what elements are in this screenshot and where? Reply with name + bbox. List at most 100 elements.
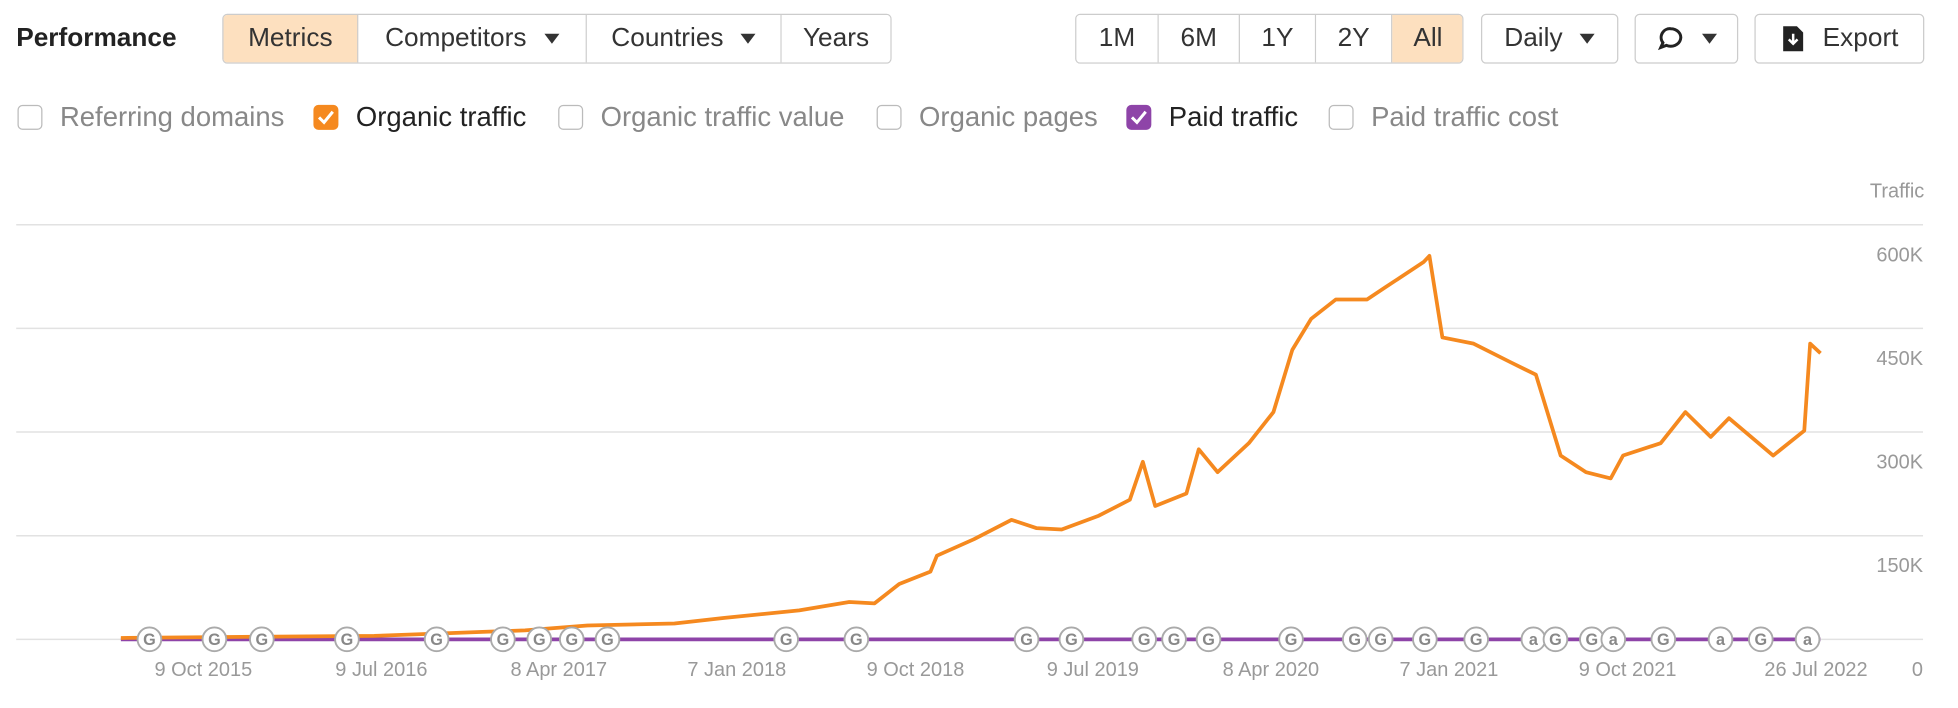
marker-circle	[1058, 626, 1085, 653]
annotation-marker[interactable]: G	[1131, 626, 1157, 653]
range-button[interactable]: 2Y	[1316, 14, 1393, 63]
marker-circle	[423, 626, 450, 653]
annotation-marker[interactable]: G	[1650, 626, 1677, 653]
x-tick-label: 26 Jul 2022	[1764, 659, 1867, 681]
marker-label: G	[601, 631, 614, 649]
y-axis-title: Traffic	[1870, 181, 1924, 203]
checkbox-box	[558, 104, 584, 130]
tab-button[interactable]: Metrics	[223, 14, 359, 63]
annotation-marker[interactable]: G	[249, 626, 275, 653]
tab-label: Years	[802, 23, 870, 53]
metric-label: Organic pages	[919, 101, 1098, 133]
checkbox-box	[876, 104, 902, 130]
marker-label: G	[256, 631, 269, 649]
marker-label: G	[850, 631, 863, 649]
tab-label: Countries	[611, 23, 724, 53]
tab-button[interactable]: Years	[781, 14, 891, 63]
annotation-marker[interactable]: G	[1341, 626, 1368, 653]
x-tick-label: 9 Jul 2016	[335, 659, 427, 681]
marker-circle	[1341, 626, 1368, 653]
annotation-marker[interactable]: G	[1278, 626, 1304, 653]
annotation-marker[interactable]: G	[773, 626, 799, 653]
caret	[1580, 33, 1596, 44]
annotation-marker[interactable]: G	[1412, 626, 1438, 653]
tab-button[interactable]: Competitors	[358, 14, 587, 63]
y-tick-label: 450K	[1876, 348, 1923, 370]
annotation-marker[interactable]: G	[1747, 626, 1774, 653]
marker-label: G	[1657, 631, 1670, 649]
annotation-marker[interactable]: G	[1579, 626, 1605, 653]
annotation-dropdown[interactable]	[1634, 13, 1739, 64]
y-tick-label: 0	[1912, 659, 1923, 681]
annotation-marker[interactable]: G	[558, 626, 585, 653]
metric-checkbox[interactable]: Paid traffic	[1126, 101, 1298, 133]
x-tick-label: 9 Oct 2021	[1579, 659, 1677, 681]
range-group: 1M 6M 1Y 2Y All	[1075, 13, 1464, 64]
tab-button[interactable]: Countries	[586, 14, 782, 63]
marker-label: G	[497, 631, 510, 649]
x-tick-label: 7 Jan 2021	[1399, 659, 1498, 681]
marker-circle	[1707, 626, 1734, 653]
marker-label: G	[533, 631, 546, 649]
marker-label: a	[1803, 631, 1813, 649]
annotation-marker[interactable]: G	[1058, 626, 1085, 653]
annotation-marker[interactable]: G	[1195, 626, 1222, 653]
annotation-marker[interactable]: G	[1161, 626, 1187, 653]
marker-circle	[1195, 626, 1222, 653]
annotation-marker[interactable]: a	[1520, 626, 1547, 653]
marker-circle	[526, 626, 553, 653]
marker-circle	[1463, 626, 1489, 653]
marker-circle	[334, 626, 360, 653]
annotation-marker[interactable]: G	[201, 626, 228, 653]
range-button[interactable]: 1Y	[1239, 14, 1317, 63]
range-button[interactable]: 6M	[1158, 14, 1240, 63]
annotation-marker[interactable]: G	[136, 626, 163, 653]
marker-circle	[201, 626, 228, 653]
x-tick-label: 9 Oct 2015	[155, 659, 253, 681]
metric-label: Organic traffic value	[600, 101, 845, 133]
x-tick-label: 8 Apr 2020	[1223, 659, 1320, 681]
metric-checkbox[interactable]: Organic pages	[876, 101, 1098, 133]
comment-icon	[1657, 27, 1682, 51]
marker-label: G	[780, 631, 793, 649]
marker-label: G	[1470, 631, 1483, 649]
annotation-marker[interactable]: a	[1600, 626, 1627, 653]
annotation-marker[interactable]: G	[1542, 626, 1569, 653]
checkbox-box	[1126, 104, 1152, 130]
marker-label: G	[1549, 631, 1562, 649]
export-button[interactable]: Export	[1754, 13, 1925, 64]
annotation-marker[interactable]: a	[1794, 626, 1821, 653]
marker-circle	[1412, 626, 1438, 653]
panel-title: Performance	[16, 23, 177, 53]
annotation-marker[interactable]: G	[490, 626, 516, 653]
metric-checkbox[interactable]: Paid traffic cost	[1328, 101, 1558, 133]
annotation-marker[interactable]: G	[1463, 626, 1489, 653]
metric-checkbox[interactable]: Organic traffic	[313, 101, 526, 133]
annotation-marker[interactable]: a	[1707, 626, 1734, 653]
marker-circle	[1542, 626, 1569, 653]
annotation-marker[interactable]: G	[843, 626, 870, 653]
range-button[interactable]: All	[1392, 14, 1463, 63]
metric-checkbox[interactable]: Organic traffic value	[558, 101, 844, 133]
marker-label: G	[1168, 631, 1181, 649]
annotation-marker[interactable]: G	[423, 626, 450, 653]
x-tick-label: 9 Jul 2019	[1047, 659, 1139, 681]
annotation-marker[interactable]: G	[526, 626, 553, 653]
x-tick-label: 8 Apr 2017	[510, 659, 607, 681]
interval-label: Daily	[1504, 23, 1563, 53]
y-tick-label: 600K	[1876, 244, 1923, 266]
annotation-marker[interactable]: G	[594, 626, 621, 653]
annotation-marker[interactable]: G	[1013, 626, 1040, 653]
metric-checkbox[interactable]: Referring domains	[17, 101, 284, 133]
checkbox-box	[17, 104, 43, 130]
metric-label: Paid traffic	[1168, 101, 1299, 133]
metric-label: Referring domains	[59, 101, 285, 133]
x-tick-label: 9 Oct 2018	[867, 659, 965, 681]
marker-label: G	[1285, 631, 1298, 649]
annotation-marker[interactable]: G	[1367, 626, 1394, 653]
annotation-marker[interactable]: G	[334, 626, 360, 653]
caret	[741, 33, 757, 44]
range-button[interactable]: 1M	[1076, 14, 1159, 63]
interval-dropdown[interactable]: Daily	[1480, 13, 1619, 64]
marker-circle	[1278, 626, 1304, 653]
